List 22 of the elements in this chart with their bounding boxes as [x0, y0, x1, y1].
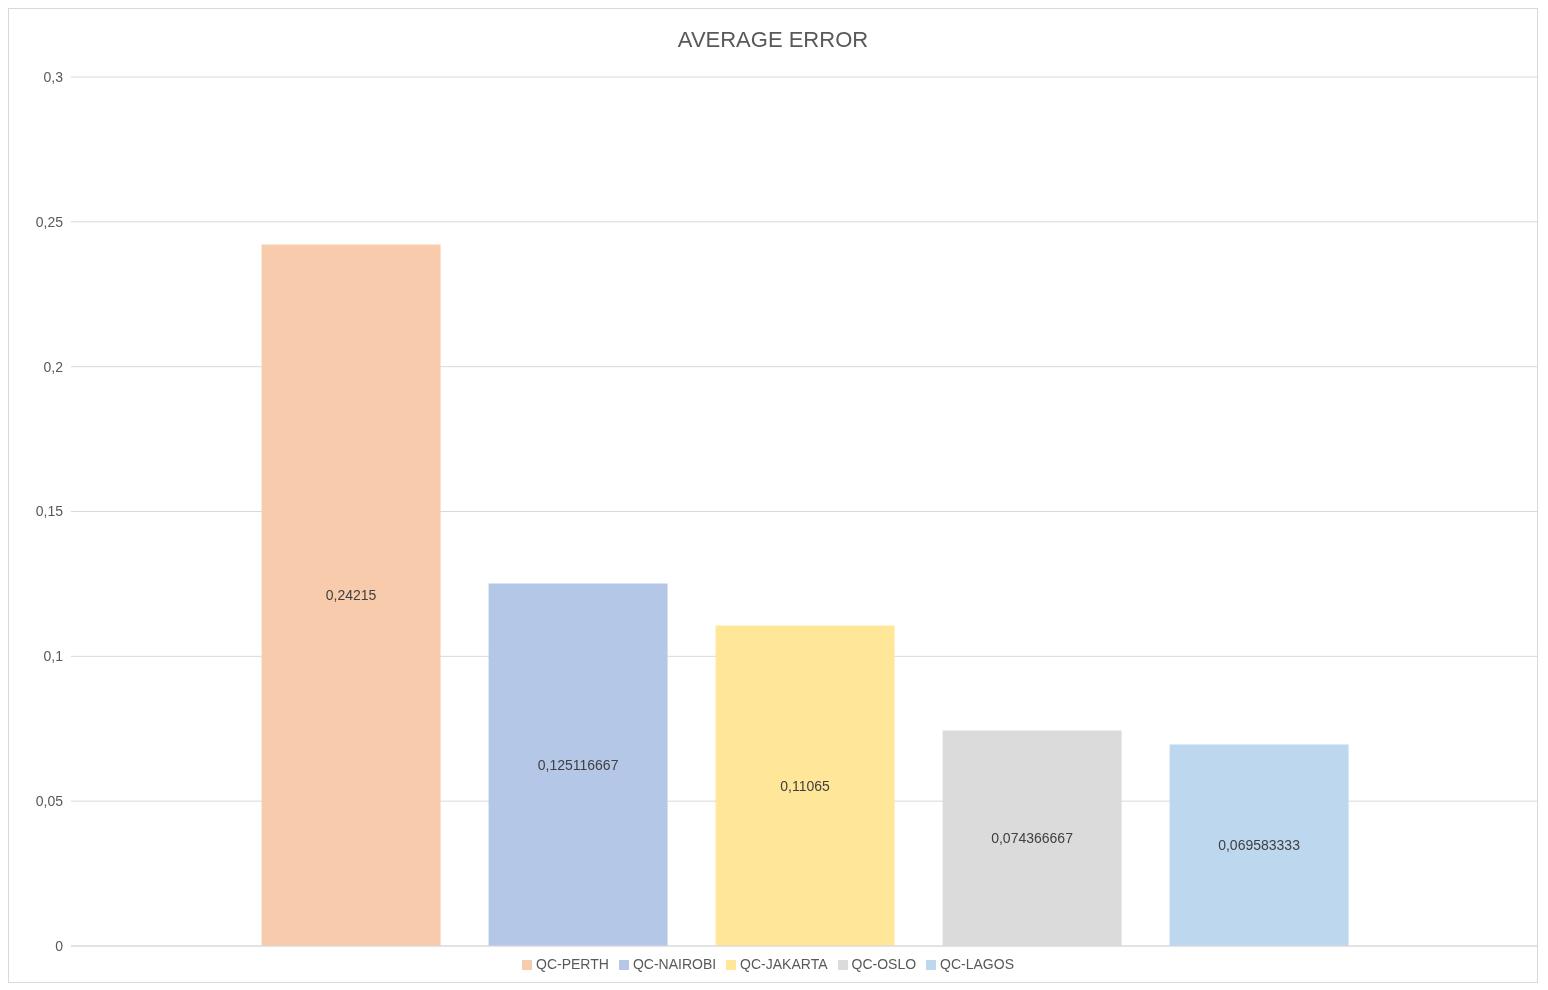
bar — [1169, 744, 1349, 946]
y-tick-label: 0,05 — [35, 793, 64, 810]
y-tick-label: 0,15 — [35, 503, 64, 520]
data-label: 0,069583333 — [1218, 837, 1301, 854]
y-tick-label: 0,25 — [35, 213, 64, 230]
legend-label: QC-NAIROBI — [632, 956, 717, 972]
data-label: 0,24215 — [325, 587, 377, 604]
bar — [488, 583, 668, 946]
data-label: 0,125116667 — [537, 756, 619, 773]
bar — [261, 244, 441, 946]
legend-label: QC-PERTH — [536, 956, 609, 972]
y-tick-label: 0 — [55, 937, 64, 954]
legend-label: QC-JAKARTA — [740, 956, 828, 972]
y-tick-label: 0,1 — [43, 648, 64, 665]
legend-label: QC-OSLO — [851, 956, 917, 972]
y-tick-label: 0,3 — [43, 68, 64, 85]
legend-label: QC-LAGOS — [940, 956, 1014, 972]
y-tick-label: 0,2 — [43, 358, 64, 375]
bar — [715, 625, 895, 946]
data-label: 0,074366667 — [991, 830, 1074, 847]
chart-title: AVERAGE ERROR — [676, 26, 870, 54]
data-label: 0,11065 — [780, 777, 831, 794]
